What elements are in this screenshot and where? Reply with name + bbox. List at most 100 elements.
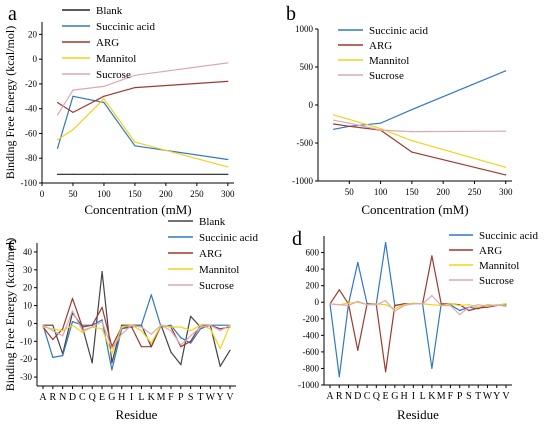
- legend-label: Succinic acid: [369, 25, 428, 37]
- y-tick-label: 0: [28, 318, 33, 328]
- y-tick-label: 20: [23, 283, 33, 293]
- x-tick-label: M: [437, 391, 446, 402]
- y-tick-label: -600: [303, 347, 320, 357]
- data-point: [227, 166, 229, 168]
- data-point: [56, 147, 59, 149]
- legend-label: ARG: [479, 245, 502, 257]
- y-tick-label: 600: [306, 248, 320, 258]
- data-point: [229, 349, 231, 351]
- data-point: [431, 295, 433, 297]
- data-point: [111, 353, 113, 355]
- x-tick-label: E: [99, 392, 105, 403]
- panel-c: c -30 -20 -10 0 10 20 30 40 A R N D C Q E G H I L K M F P S T W Y V R…: [3, 216, 258, 422]
- data-point: [403, 304, 405, 307]
- x-tick-label: I: [130, 392, 133, 403]
- data-point: [103, 95, 105, 97]
- x-tick-label: K: [148, 392, 156, 403]
- data-point: [180, 344, 182, 346]
- data-point: [199, 326, 202, 328]
- data-point: [333, 119, 335, 121]
- y-tick-label: 0: [33, 54, 38, 64]
- data-point: [134, 74, 136, 76]
- data-point: [71, 321, 74, 323]
- data-point: [180, 326, 182, 328]
- y-tick-label: 20: [28, 29, 38, 39]
- x-tick-label: I: [412, 391, 415, 402]
- x-tick-label: G: [391, 391, 398, 402]
- data-point: [496, 304, 498, 306]
- y-tick-label: -500: [297, 138, 314, 148]
- y-axis-title: Binding Free Energy (kcal/mol): [3, 238, 17, 391]
- y-tick-label: 0: [315, 297, 320, 307]
- data-point: [468, 309, 470, 312]
- x-tick-label: 300: [499, 187, 513, 197]
- x-tick-label: V: [502, 391, 510, 402]
- data-point: [111, 347, 113, 350]
- data-point: [380, 129, 382, 131]
- data-point: [52, 324, 54, 326]
- data-point: [103, 173, 105, 175]
- y-tick-label: -80: [25, 153, 37, 163]
- series-line: [42, 324, 231, 355]
- data-point: [150, 294, 152, 296]
- legend-label: Sucrose: [199, 280, 234, 292]
- data-point: [477, 304, 479, 306]
- data-point: [190, 342, 192, 344]
- data-point: [357, 349, 359, 351]
- legend-label: Sucrose: [369, 70, 404, 82]
- data-point: [134, 141, 136, 143]
- series-arg: [56, 80, 229, 114]
- data-point: [229, 324, 231, 326]
- x-axis-title: Residue: [397, 407, 439, 422]
- data-point: [347, 302, 350, 304]
- x-tick-label: 200: [436, 187, 450, 197]
- data-point: [52, 328, 54, 330]
- x-tick-label: G: [108, 392, 115, 403]
- series-line: [57, 98, 228, 168]
- data-point: [101, 328, 103, 330]
- data-point: [431, 255, 433, 257]
- data-point: [219, 365, 221, 367]
- legend: Succinic acid ARG Mannitol Sucrose: [449, 230, 538, 287]
- data-point: [505, 174, 507, 176]
- data-point: [160, 324, 162, 326]
- data-point: [199, 328, 202, 330]
- data-point: [366, 304, 368, 306]
- data-point: [219, 330, 221, 332]
- data-point: [190, 330, 192, 332]
- data-point: [219, 347, 221, 350]
- y-tick-label: 400: [306, 264, 320, 274]
- data-point: [380, 128, 382, 130]
- data-point: [150, 333, 152, 335]
- legend-label: ARG: [96, 37, 119, 49]
- data-point: [134, 145, 136, 147]
- data-point: [385, 371, 387, 373]
- y-tick-label: -30: [20, 372, 32, 382]
- x-tick-label: 150: [405, 187, 419, 197]
- data-point: [486, 305, 489, 307]
- data-point: [62, 328, 64, 330]
- data-point: [56, 114, 59, 116]
- legend-label: Succinic acid: [96, 21, 155, 33]
- y-tick-label: -200: [303, 314, 320, 324]
- series-line: [329, 295, 507, 316]
- data-point: [72, 89, 74, 91]
- series-mannitol: [56, 98, 229, 168]
- data-point: [440, 303, 442, 305]
- series-sucrose: [329, 295, 507, 316]
- data-point: [81, 330, 83, 332]
- panel-label: c: [8, 233, 17, 255]
- x-tick-label: P: [457, 391, 463, 402]
- series-sucrose: [42, 310, 231, 350]
- series-line: [56, 95, 228, 161]
- data-point: [121, 333, 123, 335]
- data-point: [71, 310, 74, 312]
- data-point: [333, 123, 335, 125]
- x-tick-label: 50: [345, 187, 355, 197]
- data-point: [101, 306, 103, 308]
- data-point: [209, 324, 211, 326]
- x-axis-title: Concentration (mM): [361, 202, 468, 217]
- data-point: [101, 319, 103, 321]
- data-point: [329, 303, 331, 305]
